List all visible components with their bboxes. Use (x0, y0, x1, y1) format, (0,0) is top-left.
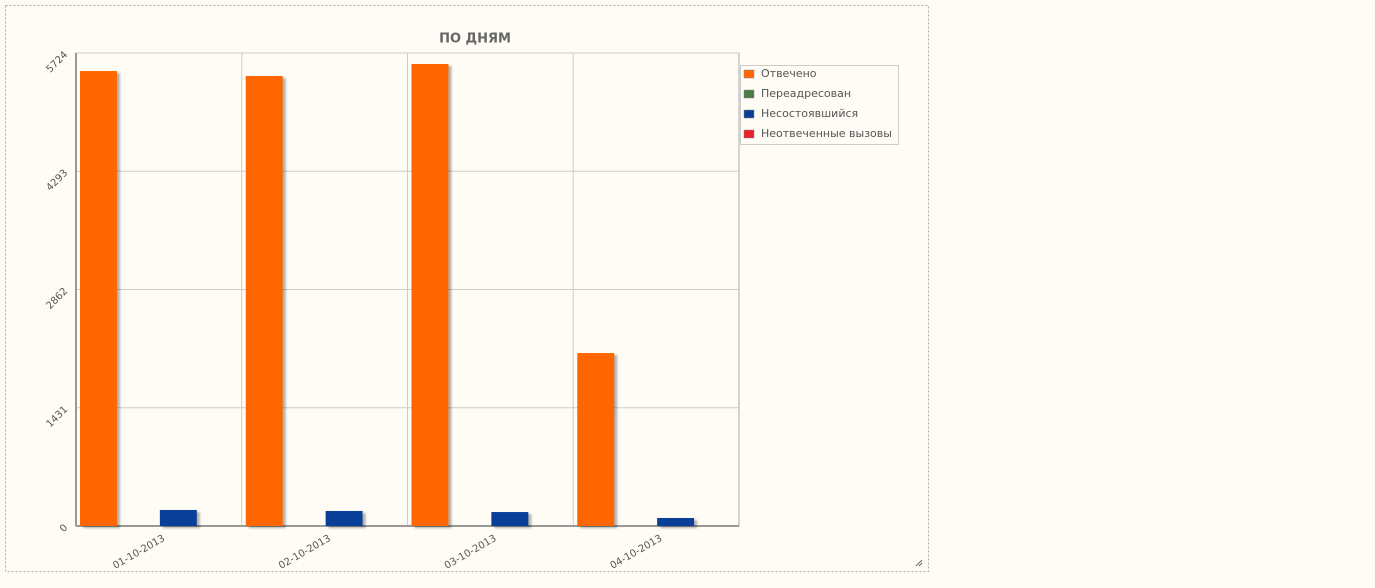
legend-swatch (743, 89, 755, 99)
legend-label: Несостоявшийся (761, 107, 858, 120)
bar (325, 510, 363, 526)
bar (657, 517, 695, 526)
legend-swatch (743, 69, 755, 79)
frame (5, 5, 929, 572)
x-tick-label: 03-10-2013 (443, 533, 499, 572)
legend-label: Неотвеченные вызовы (761, 127, 892, 140)
bar (159, 509, 197, 526)
legend-label: Отвечено (761, 67, 817, 80)
x-tick-label: 04-10-2013 (608, 533, 664, 572)
x-tick-label: 02-10-2013 (277, 533, 333, 572)
legend-label: Переадресован (761, 87, 851, 100)
legend-box (740, 65, 899, 145)
x-tick-label: 01-10-2013 (111, 533, 167, 572)
resize-handle (915, 559, 923, 567)
y-tick-label: 0 (58, 522, 70, 534)
bar (491, 512, 529, 526)
bar (245, 75, 283, 526)
bar (411, 63, 449, 527)
bar (577, 353, 615, 526)
y-tick-label: 1431 (44, 404, 70, 430)
chart-title: ПО ДНЯМ (439, 32, 511, 47)
y-tick-label: 5724 (44, 49, 70, 75)
bar (80, 71, 117, 526)
legend-swatch (743, 129, 755, 139)
y-tick-label: 4293 (44, 168, 70, 194)
legend-swatch (743, 109, 755, 119)
y-tick-label: 2862 (44, 286, 70, 312)
